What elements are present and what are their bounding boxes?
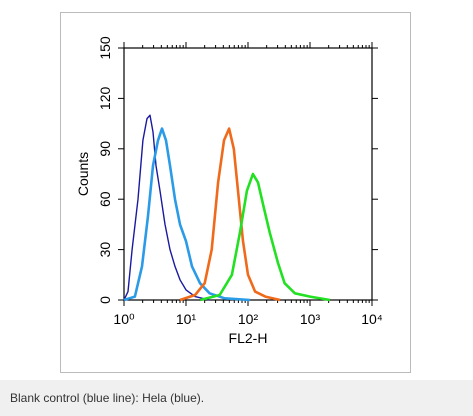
histogram-line bbox=[199, 172, 331, 302]
frame bbox=[60, 12, 411, 373]
x-tick-label: 10⁰ bbox=[113, 311, 135, 327]
y-tick-label: 0 bbox=[97, 296, 113, 304]
x-axis-label: FL2-H bbox=[229, 330, 268, 346]
histogram-line bbox=[179, 127, 281, 302]
y-tick-label: 120 bbox=[97, 87, 113, 111]
x-tick-label: 10¹ bbox=[176, 311, 197, 327]
y-tick-label: 150 bbox=[97, 36, 113, 60]
x-tick-label: 10³ bbox=[300, 311, 321, 327]
x-tick-label: 10⁴ bbox=[361, 311, 383, 327]
y-tick-label: 30 bbox=[97, 242, 113, 258]
y-tick-label: 90 bbox=[97, 141, 113, 157]
caption: Blank control (blue line): Hela (blue). bbox=[0, 380, 473, 416]
x-tick-label: 10² bbox=[238, 311, 259, 327]
y-tick-label: 60 bbox=[97, 191, 113, 207]
y-axis-label: Counts bbox=[75, 152, 91, 196]
chart: FL2-H Counts 0 30 60 90 120 150 10⁰ 10¹ 10² 10³ 10… bbox=[60, 12, 411, 373]
histogram-line bbox=[123, 114, 210, 301]
